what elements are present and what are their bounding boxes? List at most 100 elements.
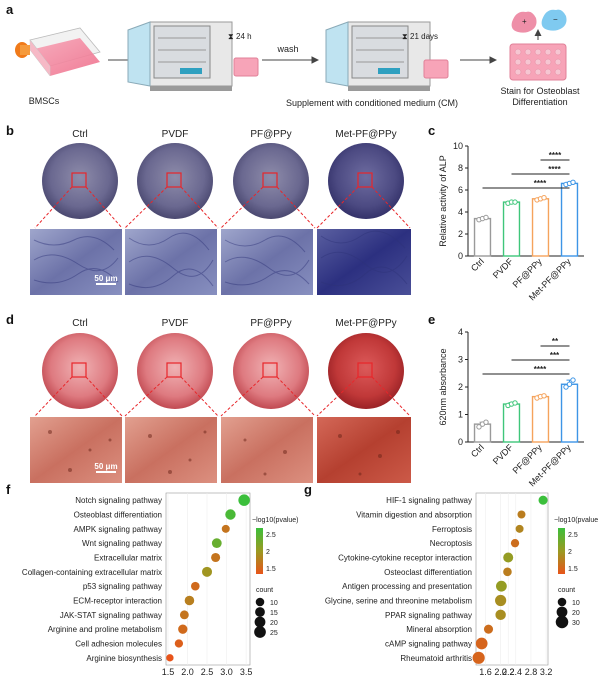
enrichment-dot: [495, 594, 507, 607]
color-legend-tick: 2: [568, 549, 572, 556]
y-tick-label: 4: [458, 327, 463, 337]
pathway-label: ECM-receptor interaction: [73, 597, 162, 606]
alp-detail-met: [317, 229, 411, 295]
bmsc-label: BMSCs: [29, 96, 60, 106]
pathway-label: Extracellular matrix: [94, 554, 162, 563]
data-point: [563, 384, 569, 390]
significance-label: **: [552, 337, 559, 346]
plot-frame: [475, 492, 549, 666]
ars-plate-pvdf: [137, 333, 213, 409]
color-legend-bar: [558, 528, 565, 574]
data-point: [476, 424, 482, 430]
alp-plate-ctrl: [42, 143, 118, 219]
alp-plate-met: [328, 143, 404, 219]
pathway-label: Mineral absorption: [406, 625, 472, 634]
alp-detail-pfppy: [221, 229, 313, 295]
x-tick-label: 2.0: [181, 667, 194, 677]
x-tick-label: 3.2: [540, 667, 553, 677]
bar: [560, 182, 579, 257]
ars-plate-pfppy: [233, 333, 309, 409]
wash-label: wash: [276, 44, 298, 54]
ars-col-title-ctrl: Ctrl: [72, 318, 88, 329]
y-tick-label: 0: [458, 437, 463, 447]
y-tick-label: 10: [453, 141, 463, 151]
y-tick-label: 0: [458, 251, 463, 261]
pathway-label: cAMP signaling pathway: [385, 640, 472, 649]
pathway-label: Notch signaling pathway: [75, 496, 162, 505]
y-tick-label: 3: [458, 355, 463, 365]
bar: [531, 395, 550, 443]
significance-label: ***: [550, 351, 560, 360]
pathway-label: Vitamin digestion and absorption: [356, 511, 472, 520]
significance-label: ****: [548, 165, 561, 174]
workflow-panel: BMSCs ⧗ 24 h wash: [15, 9, 580, 108]
enrichment-dot: [174, 639, 184, 648]
enrichment-dot: [211, 538, 222, 549]
x-tick-label: 2.4: [510, 667, 523, 677]
significance-label: ****: [549, 151, 562, 160]
pathway-label: HIF-1 signaling pathway: [386, 496, 472, 505]
enrichment-dot: [495, 609, 506, 621]
size-legend-title: count: [256, 587, 273, 594]
ars-plate-met: [328, 333, 404, 409]
panel-label-g: g: [304, 482, 312, 497]
pathway-label: Arginine and proline metabolism: [48, 625, 163, 634]
pathway-label: PPAR signaling pathway: [385, 611, 472, 620]
y-tick-label: 8: [458, 163, 463, 173]
x-tick-label: 1.6: [479, 667, 492, 677]
ars-col-title-pvdf: PVDF: [162, 318, 189, 329]
size-legend-label: 25: [270, 630, 278, 637]
size-legend-dot: [255, 597, 265, 607]
data-point: [570, 179, 576, 186]
pathway-label: Glycine, serine and threonine metabolism: [325, 597, 473, 606]
x-tick-label: PVDF: [491, 256, 515, 280]
ars-col-title-pfppy: PF@PPy: [250, 318, 291, 329]
pathway-label: JAK-STAT signaling pathway: [60, 611, 162, 620]
data-point: [512, 400, 518, 406]
enrichment-dot: [472, 651, 485, 664]
alp-zoom-boxes: [71, 172, 373, 188]
incubate-time: 24 h: [236, 32, 252, 41]
enrichment-dotplot-f: 1.5 2.0 2.5 3.0 3.5 Notch signaling pathway Os…: [22, 492, 299, 677]
enrichment-dot: [179, 610, 189, 620]
color-legend-tick: 1.5: [568, 566, 578, 573]
panel-label-a: a: [6, 2, 14, 17]
panel-label-f: f: [6, 482, 11, 497]
enrichment-dot: [166, 654, 174, 662]
color-legend-tick: 2.5: [266, 532, 276, 539]
panel-label-c: c: [428, 123, 435, 138]
color-legend-tick: 2.5: [568, 532, 578, 539]
size-legend-label: 20: [572, 610, 580, 617]
significance-label: ****: [534, 179, 547, 188]
pathway-label: Arginine biosynthesis: [86, 654, 162, 663]
enrichment-dot: [225, 509, 236, 520]
panel-label-e: e: [428, 312, 435, 327]
enrichment-dot: [221, 524, 230, 533]
ars-plate-ctrl: [42, 333, 118, 409]
incubator-icon-2: [325, 21, 449, 91]
data-point: [570, 377, 576, 383]
pathway-label: Ferroptosis: [432, 525, 472, 534]
supplement-label: Supplement with conditioned medium (CM): [286, 98, 458, 108]
size-legend-dot: [555, 615, 569, 629]
ars-zoom-boxes: [71, 362, 373, 378]
size-legend-label: 10: [572, 600, 580, 607]
stain-label-1: Stain for Osteoblast: [500, 86, 580, 96]
ars-zoom-lines: [34, 376, 411, 417]
y-tick-label: 4: [458, 207, 463, 217]
alp-col-title-pfppy: PF@PPy: [250, 129, 291, 140]
ars-detail-met: [317, 417, 411, 483]
color-legend-title: −log10(pvalue): [554, 517, 598, 524]
pathway-label: Cell adhesion molecules: [75, 640, 162, 649]
size-legend-label: 20: [270, 620, 278, 627]
y-tick-label: 2: [458, 382, 463, 392]
x-tick-label: 3.0: [220, 667, 233, 677]
alp-detail-pvdf: [125, 229, 217, 295]
culture-time: 21 days: [410, 32, 438, 41]
incubator-icon-1: [127, 21, 259, 91]
pathway-label: Rheumatoid arthritis: [400, 654, 472, 663]
x-tick-label: 2.8: [525, 667, 538, 677]
enrichment-dot: [191, 581, 200, 591]
hourglass-icon-2: ⧗: [402, 32, 408, 41]
